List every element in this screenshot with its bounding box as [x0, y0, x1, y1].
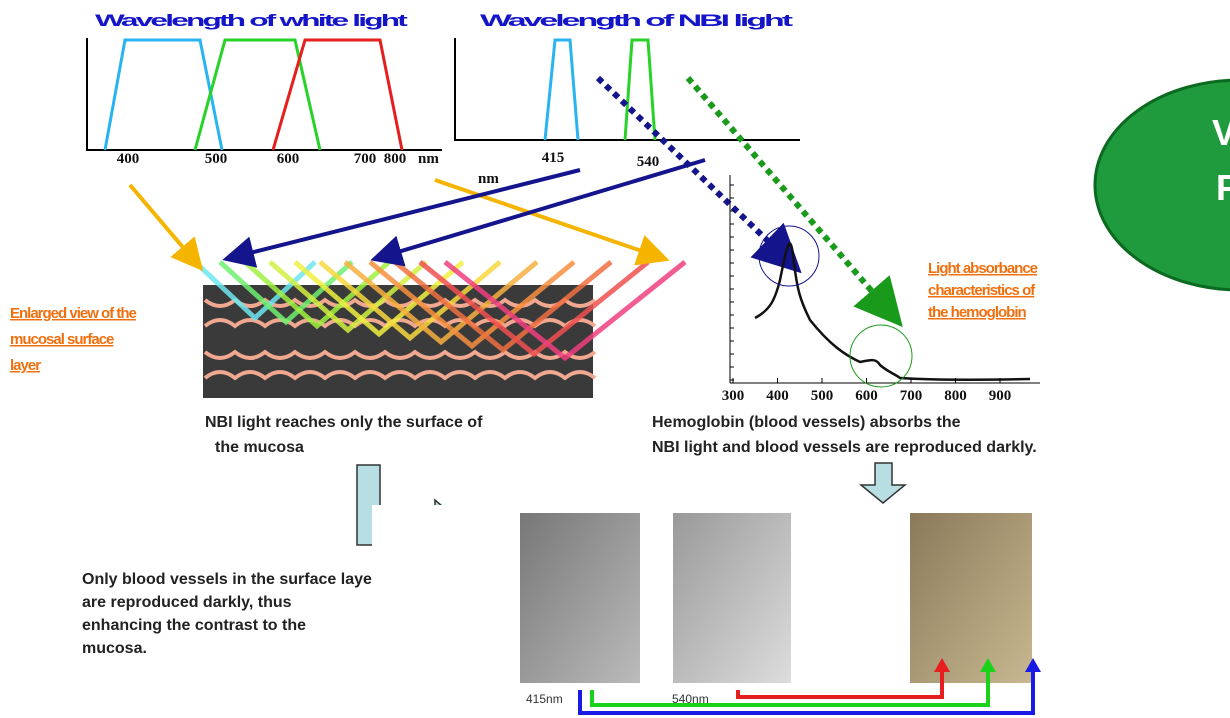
image-540	[673, 513, 791, 683]
unit-label: nm	[418, 151, 439, 167]
unit-label: nm	[478, 171, 499, 187]
tick-label: 415	[542, 150, 565, 166]
tick-label: 700	[354, 151, 377, 167]
tick-label: 300	[722, 388, 745, 404]
tick-label: 500	[205, 151, 228, 167]
caption: Hemoglobin (blood vessels) absorbs the	[652, 414, 961, 431]
absorbance-title: the hemoglobin	[928, 304, 1026, 321]
side-label: mucosal surface	[10, 331, 114, 348]
panel-title: Wavelength of NBI light	[480, 11, 794, 30]
caption: enhancing the contrast to the	[82, 617, 306, 634]
tick-label: 800	[944, 388, 967, 404]
badge-text: P	[1216, 167, 1230, 208]
absorbance-title: Light absorbance	[928, 260, 1038, 277]
block-arrow	[861, 463, 905, 503]
image-label: 415nm	[526, 692, 563, 706]
image-415	[520, 513, 640, 683]
tick-label: 600	[855, 388, 878, 404]
panel-title: Wavelength of white light	[95, 11, 408, 30]
caption: the mucosa	[215, 439, 304, 456]
tick-label: 800	[384, 151, 407, 167]
tick-label: 500	[811, 388, 834, 404]
image-nbi	[910, 513, 1032, 683]
slide: V P Wavelength of white light 400 500 60…	[0, 0, 1230, 718]
side-label: Enlarged view of the	[10, 305, 137, 322]
caption: are reproduced darkly, thus	[82, 594, 292, 611]
tick-label: 600	[277, 151, 300, 167]
absorbance-title: characteristics of	[928, 282, 1036, 299]
tick-label: 900	[989, 388, 1012, 404]
caption: Only blood vessels in the surface layer	[82, 571, 378, 588]
caption: NBI light and blood vessels are reproduc…	[652, 439, 1037, 456]
peak-circle	[759, 226, 819, 286]
tick-label: 540	[637, 154, 660, 170]
peak-circle	[850, 325, 912, 387]
absorbance-axes	[730, 175, 1040, 383]
caption: NBI light reaches only the surface of	[205, 414, 483, 431]
badge-text: V	[1212, 112, 1230, 153]
nbi-light-axes	[455, 38, 800, 140]
caption: mucosa.	[82, 640, 147, 657]
white-light-axes	[87, 38, 442, 150]
badge	[1095, 80, 1230, 290]
tick-label: 700	[900, 388, 923, 404]
tick-label: 400	[766, 388, 789, 404]
side-label: layer	[10, 357, 41, 374]
tick-label: 400	[117, 151, 140, 167]
